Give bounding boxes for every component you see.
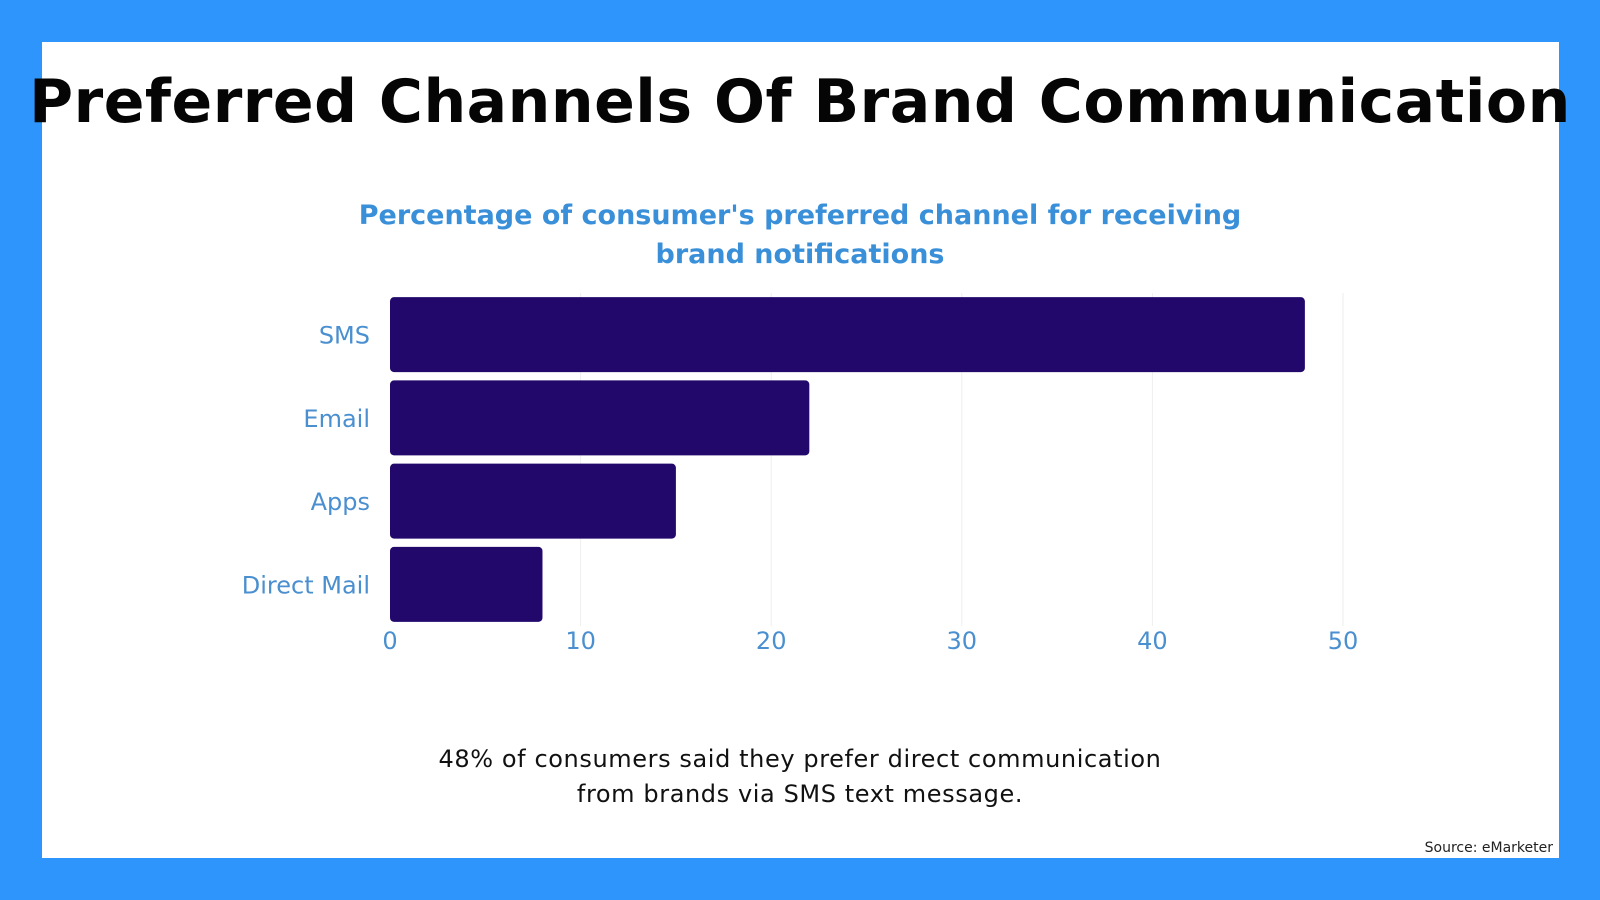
category-label: SMS <box>319 322 370 350</box>
chart-bars <box>390 297 1305 622</box>
chart-category-labels: SMS Email Apps Direct Mail <box>242 322 370 600</box>
category-label: Apps <box>311 488 370 516</box>
chart-title-line-1: Percentage of consumer's preferred chann… <box>358 200 1242 231</box>
x-tick-label: 30 <box>947 627 978 655</box>
bar-direct-mail <box>390 546 543 622</box>
bar-apps <box>390 463 676 539</box>
x-tick-label: 10 <box>565 627 596 655</box>
caption: 48% of consumers said they prefer direct… <box>0 742 1600 812</box>
x-tick-label: 0 <box>382 627 397 655</box>
chart-x-tick-labels: 0 10 20 30 40 50 <box>382 627 1358 655</box>
x-tick-label: 40 <box>1137 627 1168 655</box>
bar-sms <box>390 297 1305 373</box>
chart-title: Percentage of consumer's preferred chann… <box>300 196 1300 274</box>
category-label: Email <box>303 405 370 433</box>
bar-email <box>390 380 810 456</box>
chart-title-line-2: brand notifications <box>655 239 945 270</box>
x-tick-label: 20 <box>756 627 787 655</box>
caption-line-2: from brands via SMS text message. <box>576 780 1024 808</box>
x-tick-label: 50 <box>1328 627 1359 655</box>
category-label: Direct Mail <box>242 571 370 599</box>
caption-line-1: 48% of consumers said they prefer direct… <box>438 745 1162 773</box>
page-title: Preferred Channels Of Brand Communicatio… <box>29 67 1571 137</box>
source-note: Source: eMarketer <box>1424 840 1553 856</box>
